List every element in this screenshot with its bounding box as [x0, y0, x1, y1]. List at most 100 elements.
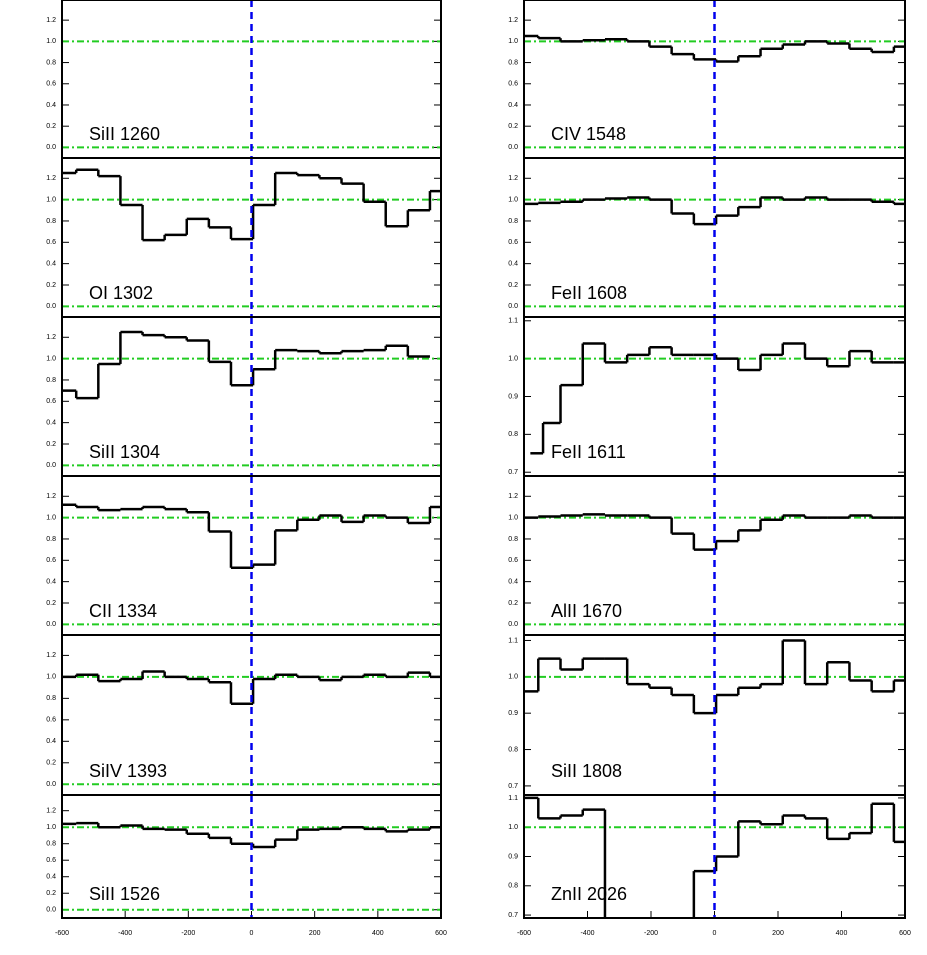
- y-tick-label: 0.0: [46, 303, 56, 310]
- spectrum: [524, 639, 905, 715]
- y-tick-label: 0.6: [46, 398, 56, 405]
- y-tick-label: 0.4: [508, 260, 518, 267]
- y-tick-label: 1.0: [46, 514, 56, 521]
- y-tick-label: 0.0: [508, 621, 518, 628]
- y-tick-label: 1.0: [508, 355, 518, 362]
- panel-label: SiII 1526: [89, 884, 160, 904]
- panel-label: FeII 1608: [551, 283, 627, 303]
- y-tick-label: 0.8: [508, 431, 518, 438]
- y-tick-label: 0.8: [46, 695, 56, 702]
- x-tick-label: 200: [772, 930, 784, 937]
- y-tick-label: 0.8: [46, 841, 56, 848]
- y-tick-label: 0.0: [46, 462, 56, 469]
- x-tick-label: 0: [250, 930, 254, 937]
- y-tick-label: 0.0: [508, 303, 518, 310]
- panel: 0.0 0.2 0.4 0.6 0.8 1.0 1.2 SiIV 1393: [46, 634, 442, 796]
- panel-label: SiII 1808: [551, 761, 622, 781]
- y-tick-label: 0.2: [508, 282, 518, 289]
- y-tick-label: 0.8: [46, 59, 56, 66]
- y-tick-label: 0.6: [46, 81, 56, 88]
- y-tick-label: 0.7: [508, 469, 518, 476]
- y-tick-label: 0.6: [46, 857, 56, 864]
- panel-label: SiII 1304: [89, 442, 160, 462]
- spectrum: [62, 670, 441, 705]
- y-tick-label: 1.2: [46, 652, 56, 659]
- panel: 0.0 0.2 0.4 0.6 0.8 1.0 1.2 -600 -400 -200 0 200 400…: [46, 794, 447, 937]
- y-tick-label: 0.2: [46, 123, 56, 130]
- y-tick-label: 0.2: [508, 600, 518, 607]
- x-tick-label: 400: [836, 930, 848, 937]
- panel: 0.0 0.2 0.4 0.6 0.8 1.0 1.2 SiII 1304: [46, 316, 442, 477]
- panel: 0.0 0.2 0.4 0.6 0.8 1.0 1.2 OI 1302: [46, 157, 442, 318]
- x-tick-label: -200: [644, 930, 658, 937]
- y-tick-label: 1.2: [508, 17, 518, 24]
- y-tick-label: 1.1: [508, 795, 518, 802]
- panel: 0.7 0.8 0.9 1.0 1.1 SiII 1808: [508, 634, 906, 796]
- y-tick-label: 0.0: [46, 144, 56, 151]
- y-tick-label: 0.6: [508, 81, 518, 88]
- y-tick-label: 0.8: [508, 746, 518, 753]
- y-tick-label: 1.0: [508, 196, 518, 203]
- y-tick-label: 0.4: [508, 578, 518, 585]
- panel-label: CIV 1548: [551, 124, 626, 144]
- panel: 0.7 0.8 0.9 1.0 1.1 FeII 1611: [508, 316, 906, 477]
- y-tick-label: 0.6: [46, 717, 56, 724]
- y-tick-label: 0.9: [508, 393, 518, 400]
- panel-label: FeII 1611: [551, 442, 626, 462]
- y-tick-label: 1.2: [46, 175, 56, 182]
- y-tick-label: 0.4: [46, 578, 56, 585]
- frame: [61, 794, 442, 919]
- y-tick-label: 1.2: [46, 334, 56, 341]
- y-tick-label: 1.0: [46, 824, 56, 831]
- y-tick-label: 0.4: [508, 102, 518, 109]
- y-tick-label: 1.1: [508, 318, 518, 325]
- x-tick-label: 600: [899, 930, 911, 937]
- y-tick-label: 0.6: [46, 239, 56, 246]
- x-tick-label: 200: [309, 930, 321, 937]
- y-tick-label: 1.1: [508, 637, 518, 644]
- spectrum: [62, 503, 441, 570]
- y-tick-label: 0.2: [46, 282, 56, 289]
- y-tick-label: 1.2: [508, 175, 518, 182]
- x-tick-label: 0: [713, 930, 717, 937]
- panel: 0.0 0.2 0.4 0.6 0.8 1.0 1.2 FeII 1608: [508, 157, 906, 318]
- y-tick-label: 1.2: [46, 17, 56, 24]
- x-tick-label: -400: [580, 930, 594, 937]
- y-tick-label: 0.4: [46, 419, 56, 426]
- x-tick-label: -400: [118, 930, 132, 937]
- y-tick-label: 0.9: [508, 710, 518, 717]
- y-tick-label: 0.2: [46, 760, 56, 767]
- y-tick-label: 0.6: [508, 239, 518, 246]
- y-tick-label: 1.2: [46, 808, 56, 815]
- panel-label: CII 1334: [89, 601, 157, 621]
- y-tick-label: 1.0: [46, 196, 56, 203]
- panel: 0.0 0.2 0.4 0.6 0.8 1.0 1.2 SiII 1260: [46, 0, 442, 159]
- spectrum: [62, 821, 441, 849]
- y-tick-label: 1.2: [46, 493, 56, 500]
- y-tick-label: 0.6: [46, 557, 56, 564]
- y-tick-label: 0.8: [46, 218, 56, 225]
- y-tick-label: 0.2: [46, 890, 56, 897]
- y-tick-label: 0.8: [46, 536, 56, 543]
- y-tick-label: 0.8: [508, 218, 518, 225]
- y-tick-label: 0.0: [508, 144, 518, 151]
- panel-label: SiIV 1393: [89, 761, 167, 781]
- spectrum: [524, 513, 905, 551]
- y-tick-label: 0.2: [508, 123, 518, 130]
- y-tick-label: 0.8: [46, 377, 56, 384]
- spectrum: [524, 34, 905, 63]
- spectrum: [530, 342, 905, 455]
- spectrum: [62, 330, 430, 400]
- spectrum: [524, 796, 905, 918]
- y-tick-label: 0.8: [508, 883, 518, 890]
- y-tick-label: 0.8: [508, 536, 518, 543]
- spectrum: [62, 168, 441, 242]
- x-tick-label: 600: [435, 930, 447, 937]
- y-tick-label: 1.0: [508, 824, 518, 831]
- y-tick-label: 1.0: [46, 355, 56, 362]
- spectrum: [524, 196, 905, 226]
- y-tick-label: 1.0: [508, 38, 518, 45]
- y-tick-label: 1.2: [508, 493, 518, 500]
- x-tick-label: -200: [181, 930, 195, 937]
- y-tick-label: 0.8: [508, 59, 518, 66]
